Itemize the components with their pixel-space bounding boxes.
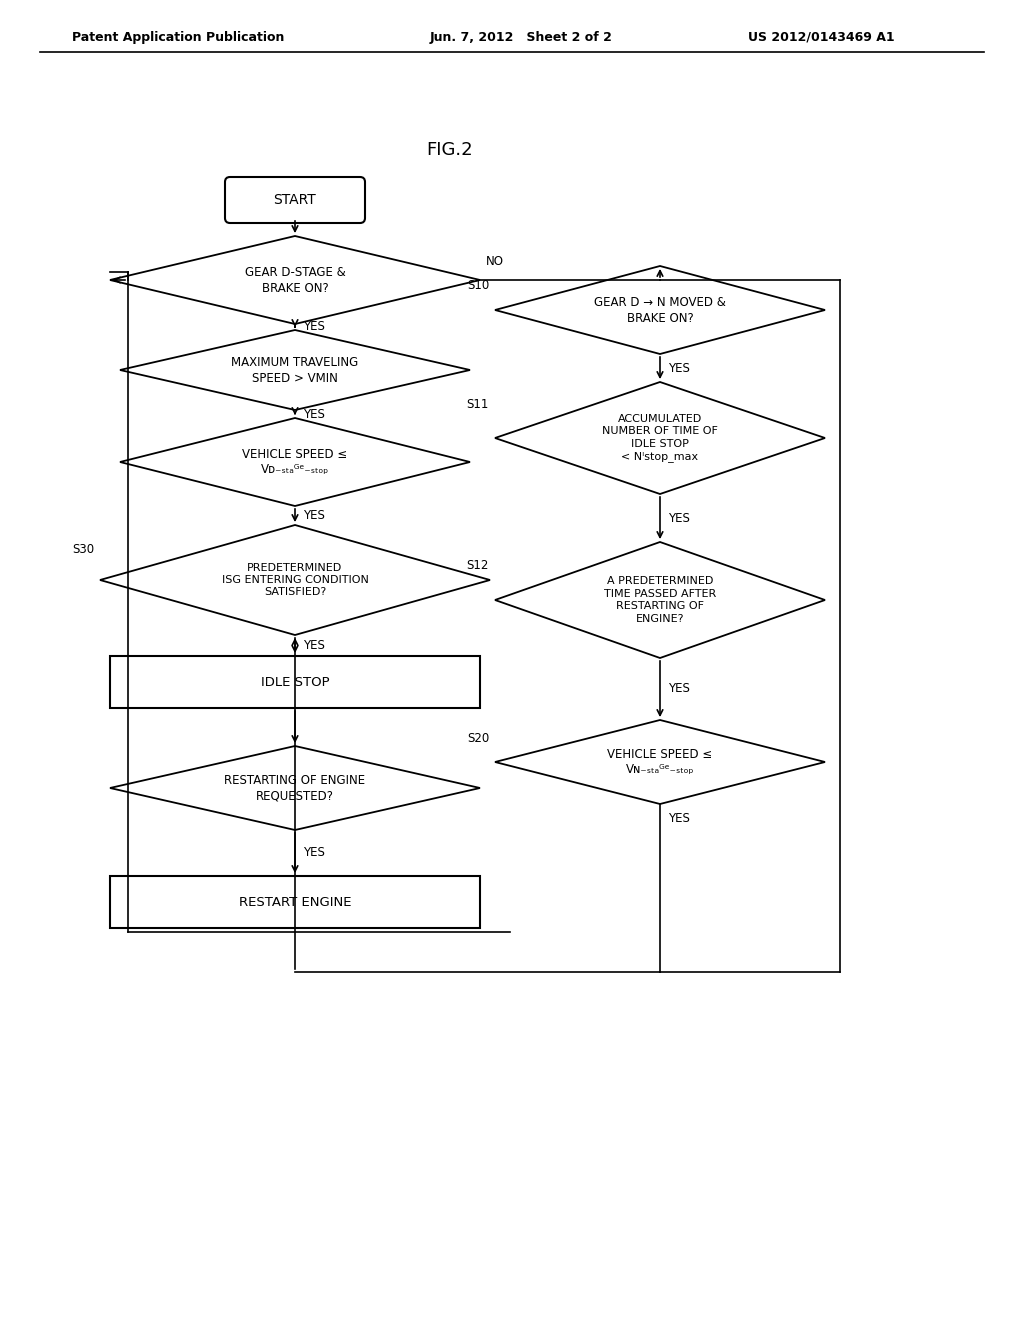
Text: PREDETERMINED
ISG ENTERING CONDITION
SATISFIED?: PREDETERMINED ISG ENTERING CONDITION SAT… [221,562,369,598]
Text: YES: YES [668,362,690,375]
Text: YES: YES [303,510,325,521]
Text: Patent Application Publication: Patent Application Publication [72,30,285,44]
Text: YES: YES [668,682,690,696]
Text: S20: S20 [467,733,489,746]
Text: GEAR D-STAGE &
BRAKE ON?: GEAR D-STAGE & BRAKE ON? [245,265,345,294]
Text: NO: NO [486,255,504,268]
Text: YES: YES [303,321,325,334]
Text: US 2012/0143469 A1: US 2012/0143469 A1 [748,30,895,44]
Text: GEAR D → N MOVED &
BRAKE ON?: GEAR D → N MOVED & BRAKE ON? [594,296,726,325]
Text: RESTARTING OF ENGINE
REQUESTED?: RESTARTING OF ENGINE REQUESTED? [224,774,366,803]
Text: YES: YES [303,639,325,652]
Text: S30: S30 [72,544,94,556]
Text: YES: YES [668,511,690,524]
Text: S12: S12 [467,558,489,572]
Text: YES: YES [303,846,325,859]
Bar [110,876,480,928]
Text: IDLE STOP: IDLE STOP [261,676,330,689]
Text: RESTART ENGINE: RESTART ENGINE [239,895,351,908]
Text: START: START [273,193,316,207]
Text: Jun. 7, 2012   Sheet 2 of 2: Jun. 7, 2012 Sheet 2 of 2 [430,30,613,44]
Text: A PREDETERMINED
TIME PASSED AFTER
RESTARTING OF
ENGINE?: A PREDETERMINED TIME PASSED AFTER RESTAR… [604,577,716,623]
Text: YES: YES [303,408,325,421]
Text: S11: S11 [467,397,489,411]
Text: MAXIMUM TRAVELING
SPEED > VMIN: MAXIMUM TRAVELING SPEED > VMIN [231,355,358,384]
Text: VEHICLE SPEED ≤
Vɴ₋ₛₜₐᴳᵉ₋ₛₜₒₚ: VEHICLE SPEED ≤ Vɴ₋ₛₜₐᴳᵉ₋ₛₜₒₚ [607,747,713,776]
Text: YES: YES [668,813,690,825]
Text: VEHICLE SPEED ≤
Vᴅ₋ₛₜₐᴳᵉ₋ₛₜₒₚ: VEHICLE SPEED ≤ Vᴅ₋ₛₜₐᴳᵉ₋ₛₜₒₚ [243,447,347,477]
Text: S10: S10 [467,280,489,292]
Text: FIG.2: FIG.2 [427,141,473,158]
Text: ACCUMULATED
NUMBER OF TIME OF
IDLE STOP
< Nᴵstop_max: ACCUMULATED NUMBER OF TIME OF IDLE STOP … [602,414,718,462]
Bar [110,656,480,708]
